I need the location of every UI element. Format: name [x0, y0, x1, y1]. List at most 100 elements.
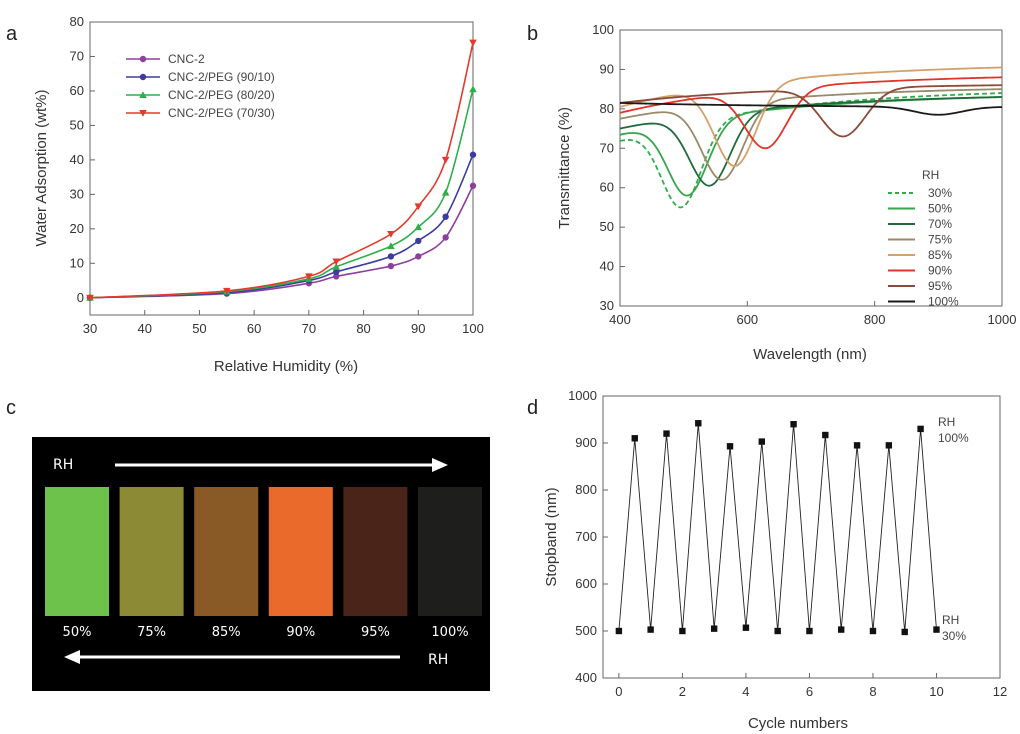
legend-entry-label: CNC-2/PEG (80/20) — [168, 88, 275, 102]
chart-a-ytick-label: 80 — [70, 14, 84, 29]
swatch-label: 90% — [286, 625, 315, 640]
chart-a-point — [387, 253, 395, 260]
legend-entry-label: 100% — [928, 295, 959, 309]
legend-marker — [139, 91, 147, 99]
legend-entry-label: 50% — [928, 202, 952, 216]
chart-d-point — [790, 421, 797, 428]
chart-b-xtick-label: 600 — [736, 312, 758, 327]
chart-d-point — [869, 627, 877, 635]
panel-label-d: d — [527, 397, 538, 419]
chart-a: 0 10 20 30 40 50 60 70 80 30 40 50 60 70 80 90 100 CNC-2… — [33, 14, 484, 375]
chart-b-series-line — [619, 84, 1003, 138]
chart-a-series-line — [89, 185, 474, 299]
chart-b-series-line — [619, 66, 1003, 167]
chart-b-frame — [619, 29, 1003, 307]
chart-a-xtick-label: 100 — [462, 321, 484, 336]
chart-a-xtick-label: 70 — [302, 321, 316, 336]
chart-a-point — [305, 273, 313, 281]
chart-a-point — [441, 188, 450, 196]
panel-label-c: c — [6, 397, 16, 419]
color-swatch — [45, 487, 109, 616]
chart-a-point — [414, 223, 423, 231]
chart-d-xtick-label: 10 — [929, 684, 943, 699]
swatch-label: 85% — [212, 625, 241, 640]
arrow-right-icon — [115, 458, 448, 472]
chart-d-point — [774, 627, 781, 635]
chart-a-xtick-label: 40 — [137, 321, 151, 336]
chart-b-ytick-label: 60 — [600, 180, 614, 195]
legend-entry-label: 75% — [928, 233, 952, 247]
chart-a-point — [442, 234, 449, 241]
annotation-rh-30-line1: RH — [942, 613, 959, 627]
chart-a-ytick-label: 70 — [70, 48, 84, 63]
chart-b-ylabel: Transmittance (%) — [556, 107, 573, 229]
chart-a-point — [222, 287, 231, 295]
chart-d-point — [838, 626, 845, 633]
panel-label-a: a — [6, 23, 18, 45]
chart-a-ytick-label: 20 — [70, 221, 84, 236]
chart-b-xlabel: Wavelength (nm) — [753, 346, 867, 363]
chart-d-point — [933, 626, 940, 633]
legend-entry-label: CNC-2/PEG (70/30) — [168, 106, 275, 120]
chart-d-ytick-label: 900 — [575, 435, 597, 450]
chart-d-ytick-label: 800 — [575, 482, 597, 497]
chart-b-series-line — [619, 102, 1003, 116]
chart-b-legend: 30% 50%70% 75%85% 90%95% 100% RH — [888, 168, 959, 309]
chart-d-xtick-label: 6 — [806, 684, 813, 699]
chart-b-xtick-label: 800 — [864, 312, 886, 327]
chart-b-ytick-label: 40 — [600, 259, 614, 274]
chart-d-xtick-label: 8 — [869, 684, 876, 699]
chart-d-point — [822, 431, 829, 439]
chart-d-point — [647, 626, 654, 633]
chart-b-ytick-label: 30 — [600, 298, 614, 313]
chart-d-point — [695, 420, 702, 427]
legend-entry-label: CNC-2 — [168, 52, 205, 66]
chart-d-point — [742, 624, 750, 631]
chart-a-xtick-label: 50 — [192, 321, 206, 336]
legend-entry-label: 95% — [928, 279, 952, 293]
chart-a-point — [387, 242, 395, 250]
swatch-label: 50% — [63, 625, 92, 640]
annotation-rh-100-line1: RH — [938, 415, 955, 429]
chart-a-xtick-label: 80 — [356, 321, 370, 336]
chart-d-point — [663, 430, 670, 437]
chart-d-xtick-label: 4 — [742, 684, 749, 699]
color-swatch — [194, 487, 259, 616]
chart-d-point — [853, 442, 861, 449]
chart-a-point — [469, 85, 477, 93]
chart-a-legend: CNC-2 CNC-2/PEG (90/10) CNC-2/PEG (80/20) C… — [126, 52, 275, 120]
chart-a-ytick-label: 50 — [70, 117, 84, 132]
chart-d-ytick-label: 500 — [575, 623, 597, 638]
chart-a-ytick-label: 30 — [70, 186, 84, 201]
chart-d-point — [726, 443, 734, 450]
chart-a-ytick-label: 40 — [70, 152, 84, 167]
chart-b-series-line — [619, 96, 1003, 187]
chart-a-point — [86, 294, 94, 302]
annotation-rh-30-line2: 30% — [942, 629, 966, 643]
chart-a-point — [387, 262, 395, 270]
legend-entry-label: 70% — [928, 217, 952, 231]
legend-marker — [139, 73, 147, 81]
chart-d-point — [917, 425, 924, 433]
chart-a-series-line — [89, 42, 474, 299]
chart-d-xtick-label: 2 — [679, 684, 686, 699]
color-swatch — [418, 487, 482, 616]
chart-a-xtick-label: 30 — [83, 321, 97, 336]
chart-d-xtick-label: 0 — [615, 684, 622, 699]
chart-b-ytick-label: 80 — [600, 101, 614, 116]
color-panel: RH 50% 75% 85% 90% 95% 100% RH — [32, 437, 490, 691]
chart-a-point — [332, 262, 341, 270]
swatch-label: 75% — [137, 625, 166, 640]
legend-entry-label: 90% — [928, 264, 952, 278]
chart-a-point — [415, 253, 422, 260]
chart-d-point — [615, 627, 623, 635]
chart-d-point — [631, 435, 638, 442]
chart-a-ytick-label: 10 — [70, 255, 84, 270]
chart-d-xtick-label: 12 — [993, 684, 1007, 699]
legend-entry-label: 30% — [928, 186, 952, 200]
chart-b: 30 40 50 60 70 80 90 100 400 600 800 1000 30% 50%70%… — [556, 22, 1016, 363]
color-swatch — [343, 487, 408, 616]
chart-a-series-line — [89, 154, 474, 299]
chart-a-ytick-label: 60 — [70, 83, 84, 98]
chart-a-point — [469, 39, 477, 47]
